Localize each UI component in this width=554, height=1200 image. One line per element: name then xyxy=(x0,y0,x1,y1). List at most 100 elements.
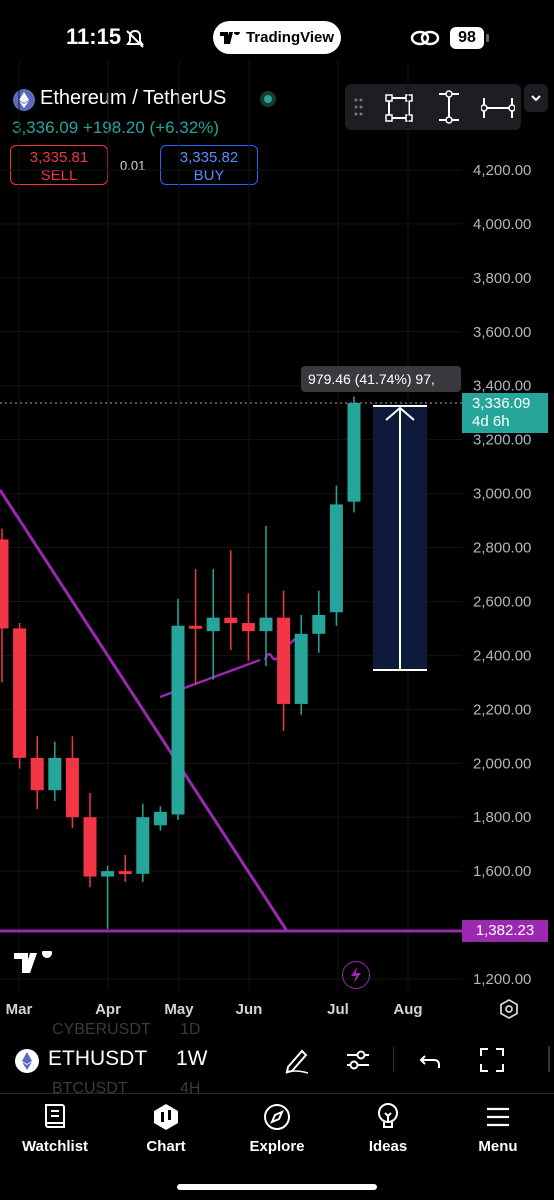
candle-body xyxy=(118,871,132,875)
book-icon xyxy=(45,1104,65,1128)
y-tick-label: 2,600.00 xyxy=(473,593,531,610)
y-tick-label: 1,800.00 xyxy=(473,809,531,826)
tab-ideas[interactable]: Ideas xyxy=(333,1100,443,1160)
time-axis: Mar Apr May Jun Jul Aug xyxy=(6,1001,423,1018)
candle-body xyxy=(312,614,326,634)
ghost-symbol-1: CYBERUSDT xyxy=(52,1021,151,1038)
compass-icon xyxy=(264,1104,290,1130)
symbol-selector[interactable]: ETHUSDT xyxy=(48,1047,148,1070)
battery-indicator: 98 xyxy=(450,27,484,49)
support-line-tag: 1,382.23 xyxy=(462,920,548,942)
pen-icon[interactable] xyxy=(282,1045,312,1075)
candle-body xyxy=(171,625,185,815)
buy-button[interactable]: 3,335.82 BUY xyxy=(160,145,258,185)
ghost-symbol-2: BTCUSDT xyxy=(52,1080,128,1097)
y-tick-label: 2,000.00 xyxy=(473,755,531,772)
sell-price: 3,335.81 xyxy=(29,149,89,166)
indicators-icon[interactable] xyxy=(344,1047,372,1073)
candle-body xyxy=(0,539,9,629)
app-pill[interactable]: TradingView xyxy=(213,21,341,54)
y-tick-label: 2,200.00 xyxy=(473,701,531,718)
x-tick-label: Apr xyxy=(95,1001,121,1018)
chart-icon xyxy=(154,1104,178,1130)
tab-chart[interactable]: Chart xyxy=(111,1100,221,1160)
interval-selector[interactable]: 1W xyxy=(176,1047,208,1070)
rectangle-tool-icon[interactable] xyxy=(383,92,415,124)
candle-body xyxy=(48,757,62,791)
candle-body xyxy=(189,625,203,629)
battery-tip xyxy=(486,34,489,42)
toolbar-separator xyxy=(393,1046,394,1072)
x-tick-label: Jul xyxy=(327,1001,349,1018)
symbol-title[interactable]: Ethereum / TetherUS xyxy=(40,87,227,109)
candle-body xyxy=(259,617,273,632)
drag-handle-icon[interactable] xyxy=(353,97,363,117)
buy-price: 3,335.82 xyxy=(179,149,239,166)
downtrend-line xyxy=(0,489,289,932)
candle-body xyxy=(206,617,220,632)
tab-menu[interactable]: Menu xyxy=(443,1100,553,1160)
candle-body xyxy=(294,633,308,704)
menu-icon xyxy=(487,1107,509,1127)
candle-body xyxy=(224,617,238,624)
y-tick-label: 3,800.00 xyxy=(473,270,531,287)
y-tick-label: 3,400.00 xyxy=(473,378,531,395)
candle-body xyxy=(277,617,291,704)
toolbar-expand-button[interactable] xyxy=(524,84,548,112)
bell-slash-icon xyxy=(126,29,144,48)
candle-body xyxy=(153,811,167,826)
tab-explore[interactable]: Explore xyxy=(222,1100,332,1160)
price-change-line: 3,336.09 +198.20 (+6.32%) xyxy=(12,118,219,137)
last-price-tag: 3,336.09 4d 6h xyxy=(462,393,548,433)
tab-label: Chart xyxy=(146,1138,186,1155)
y-tick-label: 1,200.00 xyxy=(473,971,531,988)
y-tick-label: 2,800.00 xyxy=(473,540,531,557)
y-tick-label: 2,400.00 xyxy=(473,647,531,664)
chevron-down-icon xyxy=(531,95,541,102)
x-tick-label: Jun xyxy=(236,1001,263,1018)
candle-body xyxy=(347,402,361,502)
lightning-icon xyxy=(351,967,361,983)
y-tick-label: 3,000.00 xyxy=(473,486,531,503)
toolbar-overflow-edge xyxy=(548,1046,550,1072)
undo-icon[interactable] xyxy=(418,1048,442,1072)
date-range-icon[interactable] xyxy=(481,92,515,124)
spread-value: 0.01 xyxy=(120,158,146,173)
price-axis: 4,200.00 4,000.00 3,800.00 3,600.00 3,400.00… xyxy=(473,162,531,988)
candle-body xyxy=(83,817,97,877)
market-status-dot xyxy=(260,91,276,107)
tradingview-logo-icon xyxy=(219,31,240,44)
settings-hex-icon[interactable] xyxy=(498,998,520,1020)
x-tick-label: Aug xyxy=(393,1001,422,1018)
y-tick-label: 4,000.00 xyxy=(473,216,531,233)
fullscreen-icon[interactable] xyxy=(478,1046,506,1074)
status-time: 11:15 xyxy=(66,24,122,49)
price-range-icon[interactable] xyxy=(433,90,465,124)
ghost-interval-2: 4H xyxy=(180,1080,201,1097)
flash-button[interactable] xyxy=(342,961,370,989)
y-tick-label: 3,200.00 xyxy=(473,432,531,449)
sell-label: SELL xyxy=(40,167,78,184)
last-price-value: 3,336.09 xyxy=(472,395,531,412)
price-chart[interactable]: 4,200.00 4,000.00 3,800.00 3,600.00 3,400.00… xyxy=(0,60,554,1030)
app-name: TradingView xyxy=(245,29,335,46)
bar-countdown: 4d 6h xyxy=(472,413,510,430)
sell-button[interactable]: 3,335.81 SELL xyxy=(10,145,108,185)
tabbar-divider xyxy=(0,1093,554,1094)
measure-label: 979.46 (41.74%) 97, xyxy=(301,366,461,392)
tab-label: Ideas xyxy=(368,1138,408,1155)
tab-label: Watchlist xyxy=(21,1138,89,1155)
home-indicator xyxy=(177,1184,377,1190)
candle-body xyxy=(13,628,27,758)
candle-body xyxy=(329,504,343,613)
y-tick-label: 4,200.00 xyxy=(473,162,531,179)
candle-body xyxy=(136,817,150,874)
buy-label: BUY xyxy=(193,167,225,184)
tab-label: Menu xyxy=(478,1138,518,1155)
tab-label: Explore xyxy=(249,1138,305,1155)
ghost-interval-1: 1D xyxy=(180,1021,201,1038)
candle-body xyxy=(30,757,44,791)
tab-watchlist[interactable]: Watchlist xyxy=(0,1100,110,1160)
x-tick-label: Mar xyxy=(6,1001,33,1018)
x-tick-label: May xyxy=(164,1001,194,1018)
